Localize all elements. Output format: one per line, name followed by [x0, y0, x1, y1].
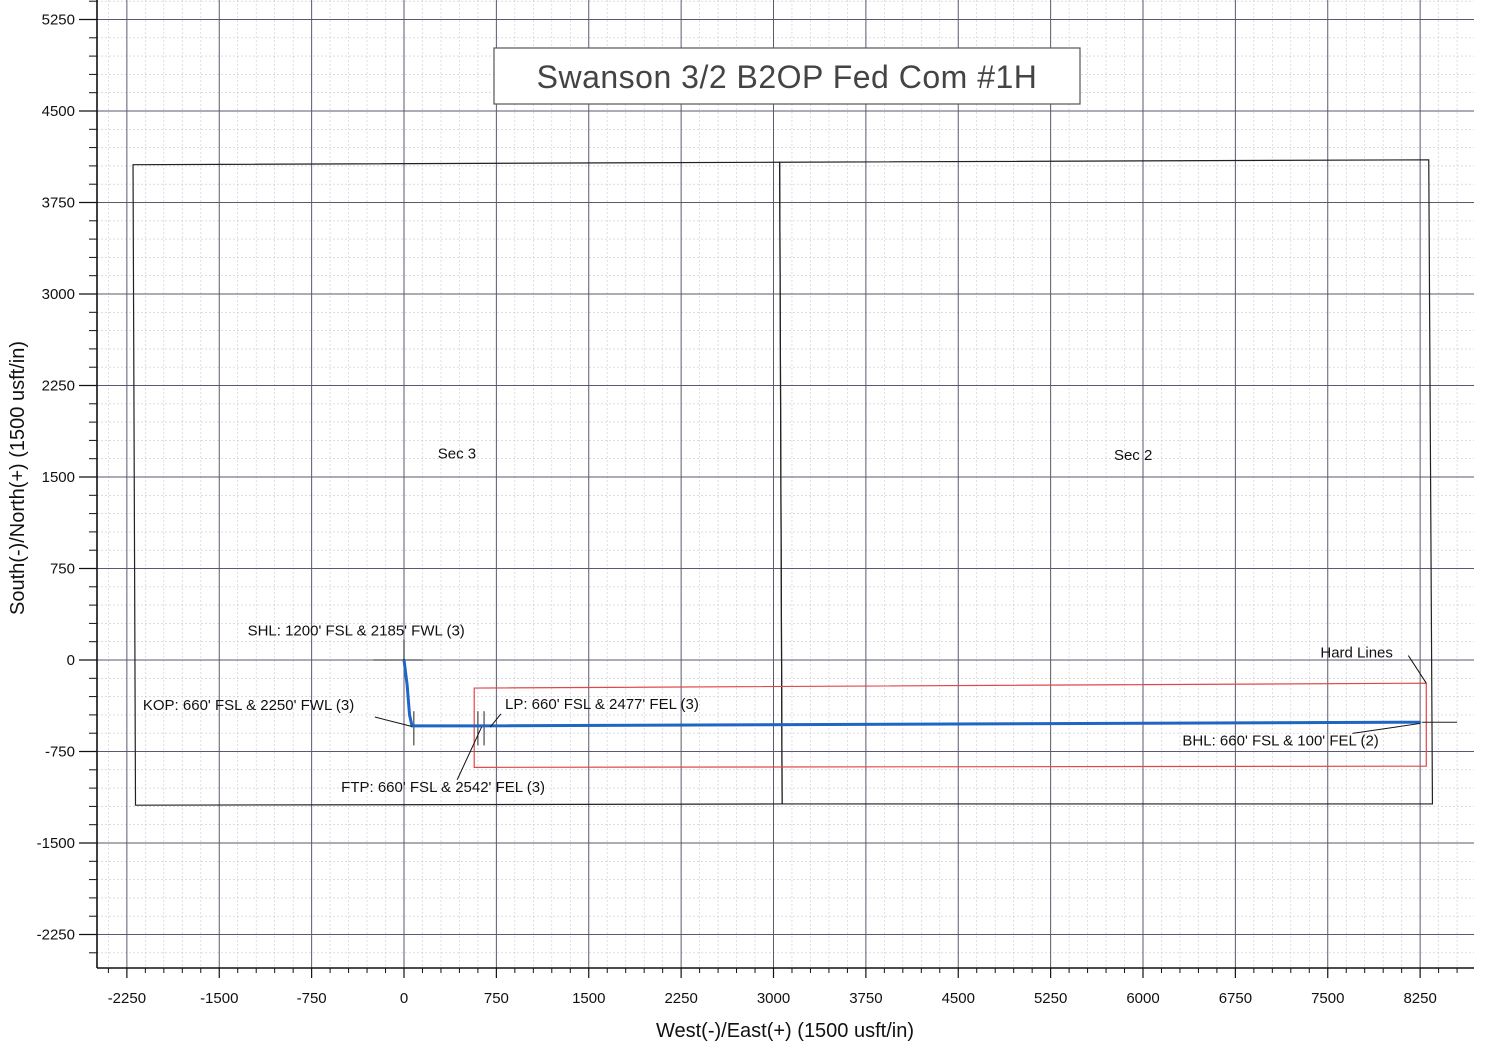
annotation-lp: LP: 660' FSL & 2477' FEL (3)	[505, 696, 699, 713]
x-tick-label: 6750	[1219, 990, 1252, 1007]
x-tick-label: -1500	[200, 990, 238, 1007]
trajectory-point	[1418, 721, 1422, 724]
x-tick-label: 1500	[572, 990, 605, 1007]
y-axis-title: South(-)/North(+) (1500 usft/in)	[7, 341, 29, 615]
y-tick-label: 4500	[42, 103, 75, 120]
section-label: Sec 3	[438, 446, 476, 463]
annotation-ftp: FTP: 660' FSL & 2542' FEL (3)	[341, 779, 545, 796]
hard-lines-polygon	[473, 682, 1427, 768]
x-tick-label: 7500	[1311, 990, 1344, 1007]
y-tick-label: 5250	[42, 12, 75, 29]
y-tick-label: 3000	[42, 286, 75, 303]
hard-lines-box	[473, 682, 1427, 768]
chart-title-box: Swanson 3/2 B2OP Fed Com #1H	[493, 47, 1081, 105]
x-tick-label: 8250	[1403, 990, 1436, 1007]
leader-lp	[489, 713, 502, 728]
trajectory-point	[408, 713, 411, 717]
annotation-shl: SHL: 1200' FSL & 2185' FWL (3)	[248, 623, 465, 640]
section-label: Sec 2	[1114, 447, 1152, 464]
trajectory-series	[373, 658, 1458, 746]
trajectory-line	[402, 659, 1421, 728]
trajectory-point	[476, 724, 480, 728]
y-tick-label: -1500	[37, 835, 75, 852]
y-tick-label: 2250	[42, 378, 75, 395]
annotation-bhl: BHL: 660' FSL & 100' FEL (2)	[1182, 732, 1378, 749]
annotation-hardlines: Hard Lines	[1320, 645, 1393, 662]
x-tick-label: 3000	[757, 990, 790, 1007]
annotation-kop: KOP: 660' FSL & 2250' FWL (3)	[143, 697, 354, 714]
major-grid	[97, 0, 1474, 968]
leader-hardlines	[1407, 655, 1427, 684]
y-tick-label: 750	[50, 561, 75, 578]
section-boundary	[779, 159, 1434, 805]
y-tick-label: 3750	[42, 195, 75, 212]
minor-grid	[97, 0, 1474, 968]
chart-title: Swanson 3/2 B2OP Fed Com #1H	[537, 59, 1038, 95]
y-tick-label: -2250	[37, 927, 75, 944]
x-axis-title: West(-)/East(+) (1500 usft/in)	[656, 1020, 914, 1042]
x-tick-label: -2250	[108, 990, 146, 1007]
y-tick-label: 0	[67, 652, 75, 669]
annotations: SHL: 1200' FSL & 2185' FWL (3) KOP: 660' …	[143, 623, 1427, 796]
leader-bhl	[1352, 722, 1421, 734]
x-tick-label: 5250	[1034, 990, 1067, 1007]
x-tick-label: 4500	[942, 990, 975, 1007]
axes: -2250 -1500 -750 0 750 1500 2250 3000 3750 4500 52…	[37, 0, 1474, 1007]
x-tick-label: 6000	[1126, 990, 1159, 1007]
section-boundaries: Sec 3 Sec 2	[132, 159, 1434, 806]
x-tick-label: 3750	[849, 990, 882, 1007]
x-tick-label: 2250	[664, 990, 697, 1007]
y-tick-label: 1500	[42, 469, 75, 486]
x-tick-label: -750	[297, 990, 327, 1007]
leader-kop	[374, 716, 413, 727]
x-tick-label: 750	[484, 990, 509, 1007]
x-tick-label: 0	[400, 990, 408, 1007]
y-tick-label: -750	[45, 744, 75, 761]
trajectory-point	[405, 683, 409, 686]
leader-ftp	[456, 726, 483, 780]
